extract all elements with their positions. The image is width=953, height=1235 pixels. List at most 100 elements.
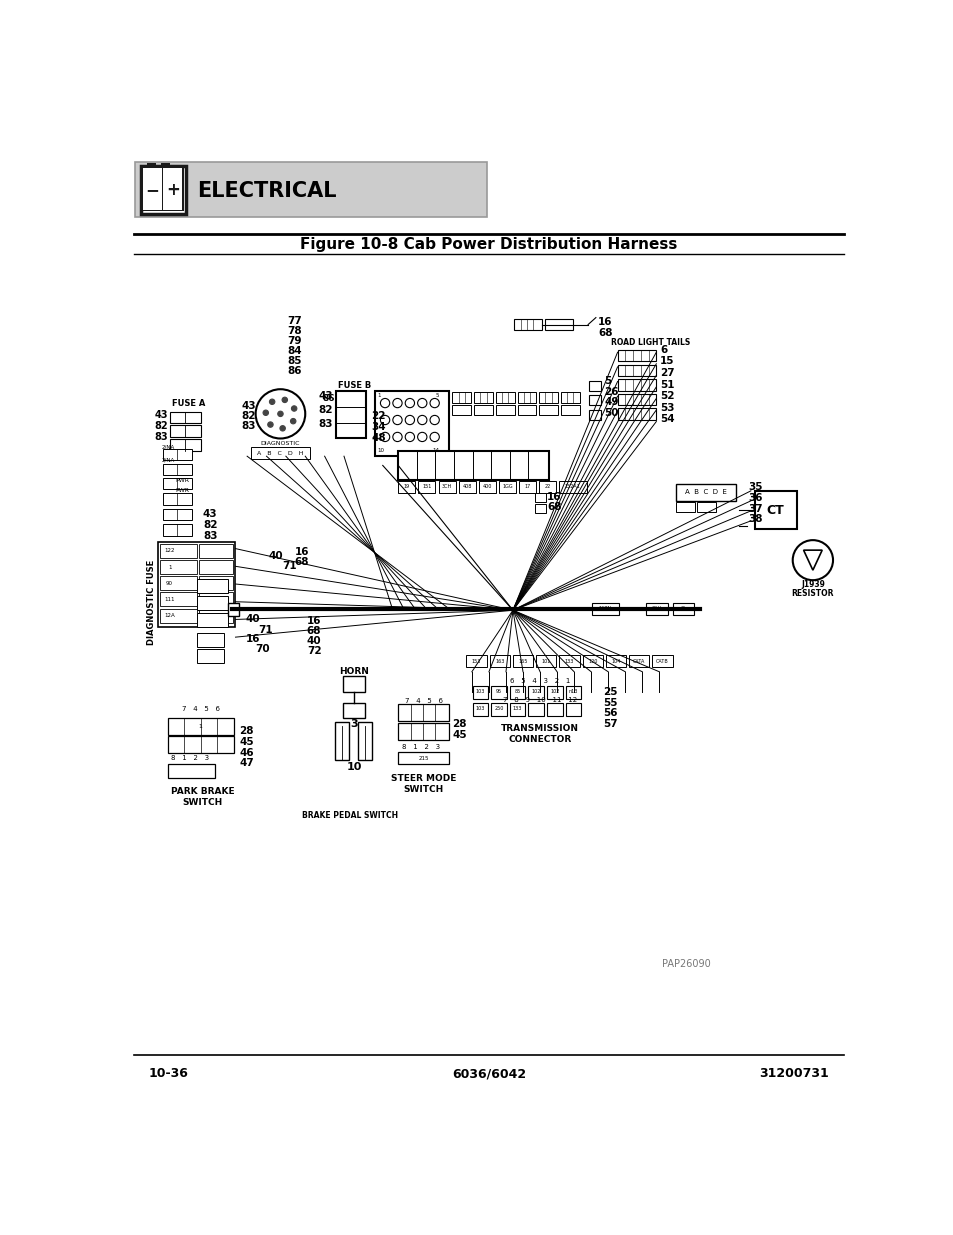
Bar — [168, 764, 214, 778]
Bar — [558, 480, 586, 493]
Text: 70: 70 — [254, 643, 269, 653]
Text: J1939: J1939 — [801, 580, 824, 589]
Bar — [357, 721, 372, 761]
Circle shape — [430, 432, 439, 442]
Bar — [538, 393, 558, 403]
Bar — [672, 603, 694, 615]
Bar — [675, 484, 736, 501]
Bar — [546, 685, 562, 699]
Circle shape — [291, 406, 296, 411]
Text: 153: 153 — [472, 658, 480, 663]
Text: 7   4   5   6: 7 4 5 6 — [404, 698, 442, 704]
Text: 1: 1 — [377, 393, 380, 398]
Bar — [397, 480, 415, 493]
Text: 83: 83 — [318, 419, 333, 429]
Bar — [196, 634, 224, 647]
Bar — [162, 524, 192, 536]
Text: 28: 28 — [452, 719, 467, 729]
Text: 31200731: 31200731 — [759, 1067, 828, 1081]
Text: 3CH: 3CH — [441, 484, 452, 489]
Text: 16: 16 — [598, 317, 612, 327]
Text: 43: 43 — [154, 410, 168, 420]
Text: 22: 22 — [371, 411, 385, 421]
Bar — [582, 655, 602, 667]
Bar — [558, 655, 579, 667]
Bar — [397, 704, 448, 721]
Text: 45: 45 — [452, 730, 467, 740]
Text: 48: 48 — [371, 432, 385, 442]
Text: 111: 111 — [164, 597, 174, 601]
Text: 71: 71 — [282, 562, 296, 572]
Text: 90: 90 — [166, 580, 172, 585]
Text: Figure 10-8 Cab Power Distribution Harness: Figure 10-8 Cab Power Distribution Harne… — [300, 237, 677, 252]
Text: 53: 53 — [659, 403, 674, 412]
Bar — [228, 603, 239, 616]
Text: PAP26090: PAP26090 — [661, 960, 710, 969]
Text: 122: 122 — [164, 548, 174, 553]
Bar — [397, 451, 549, 480]
Bar — [158, 542, 235, 627]
Text: 133: 133 — [513, 706, 521, 711]
Bar — [565, 703, 580, 716]
Text: 26: 26 — [604, 387, 618, 396]
Bar — [142, 168, 184, 211]
Bar — [696, 501, 716, 513]
Bar — [645, 603, 667, 615]
Text: 8   1   2   3: 8 1 2 3 — [171, 755, 209, 761]
Bar — [196, 614, 228, 627]
Text: 16: 16 — [546, 492, 561, 501]
Circle shape — [393, 399, 402, 408]
Text: CATB: CATB — [656, 658, 668, 663]
Bar — [675, 501, 695, 513]
Text: 101: 101 — [541, 658, 551, 663]
Text: 3: 3 — [350, 719, 357, 729]
Text: n13: n13 — [568, 689, 578, 694]
Text: FUSE A: FUSE A — [172, 399, 206, 409]
Text: 68: 68 — [307, 626, 321, 636]
Text: 250: 250 — [494, 706, 503, 711]
Text: 27: 27 — [659, 368, 674, 378]
Bar — [605, 655, 625, 667]
Text: 86: 86 — [287, 366, 301, 375]
Bar — [170, 440, 200, 451]
Circle shape — [279, 426, 285, 431]
Text: 82: 82 — [203, 520, 217, 530]
Text: 151: 151 — [422, 484, 431, 489]
Text: 1: 1 — [168, 564, 172, 569]
Text: 103: 103 — [476, 706, 484, 711]
Text: 28: 28 — [239, 726, 253, 736]
Text: FUSE B: FUSE B — [337, 380, 371, 390]
Bar — [162, 493, 192, 505]
Text: 79: 79 — [287, 336, 301, 346]
Text: STEER MODE: STEER MODE — [391, 773, 456, 783]
Text: 82: 82 — [241, 411, 256, 421]
Text: DIAGNOSTIC: DIAGNOSTIC — [260, 441, 300, 446]
Bar — [588, 380, 600, 390]
Text: 40: 40 — [307, 636, 321, 646]
Bar — [162, 509, 192, 520]
Bar — [466, 655, 486, 667]
Text: PWR: PWR — [174, 478, 189, 483]
Text: 57: 57 — [602, 719, 617, 729]
Text: 51: 51 — [659, 379, 674, 389]
Text: 17: 17 — [524, 484, 530, 489]
Text: 19: 19 — [403, 484, 410, 489]
Bar — [534, 493, 545, 503]
Text: SWITCH: SWITCH — [403, 785, 443, 794]
Circle shape — [430, 399, 439, 408]
Bar — [170, 425, 200, 437]
Bar — [560, 405, 579, 415]
Text: 7   8   9   10   11   12: 7 8 9 10 11 12 — [502, 698, 577, 703]
Bar — [538, 480, 556, 493]
Bar — [162, 464, 192, 475]
Bar — [199, 561, 233, 574]
Text: 35: 35 — [748, 482, 762, 492]
Text: 1GG: 1GG — [501, 484, 513, 489]
Circle shape — [405, 415, 415, 425]
Bar — [489, 655, 509, 667]
Bar — [161, 163, 171, 168]
Text: 82: 82 — [318, 405, 333, 415]
Text: 12A: 12A — [164, 613, 174, 618]
Bar — [514, 319, 541, 330]
Bar — [652, 655, 672, 667]
